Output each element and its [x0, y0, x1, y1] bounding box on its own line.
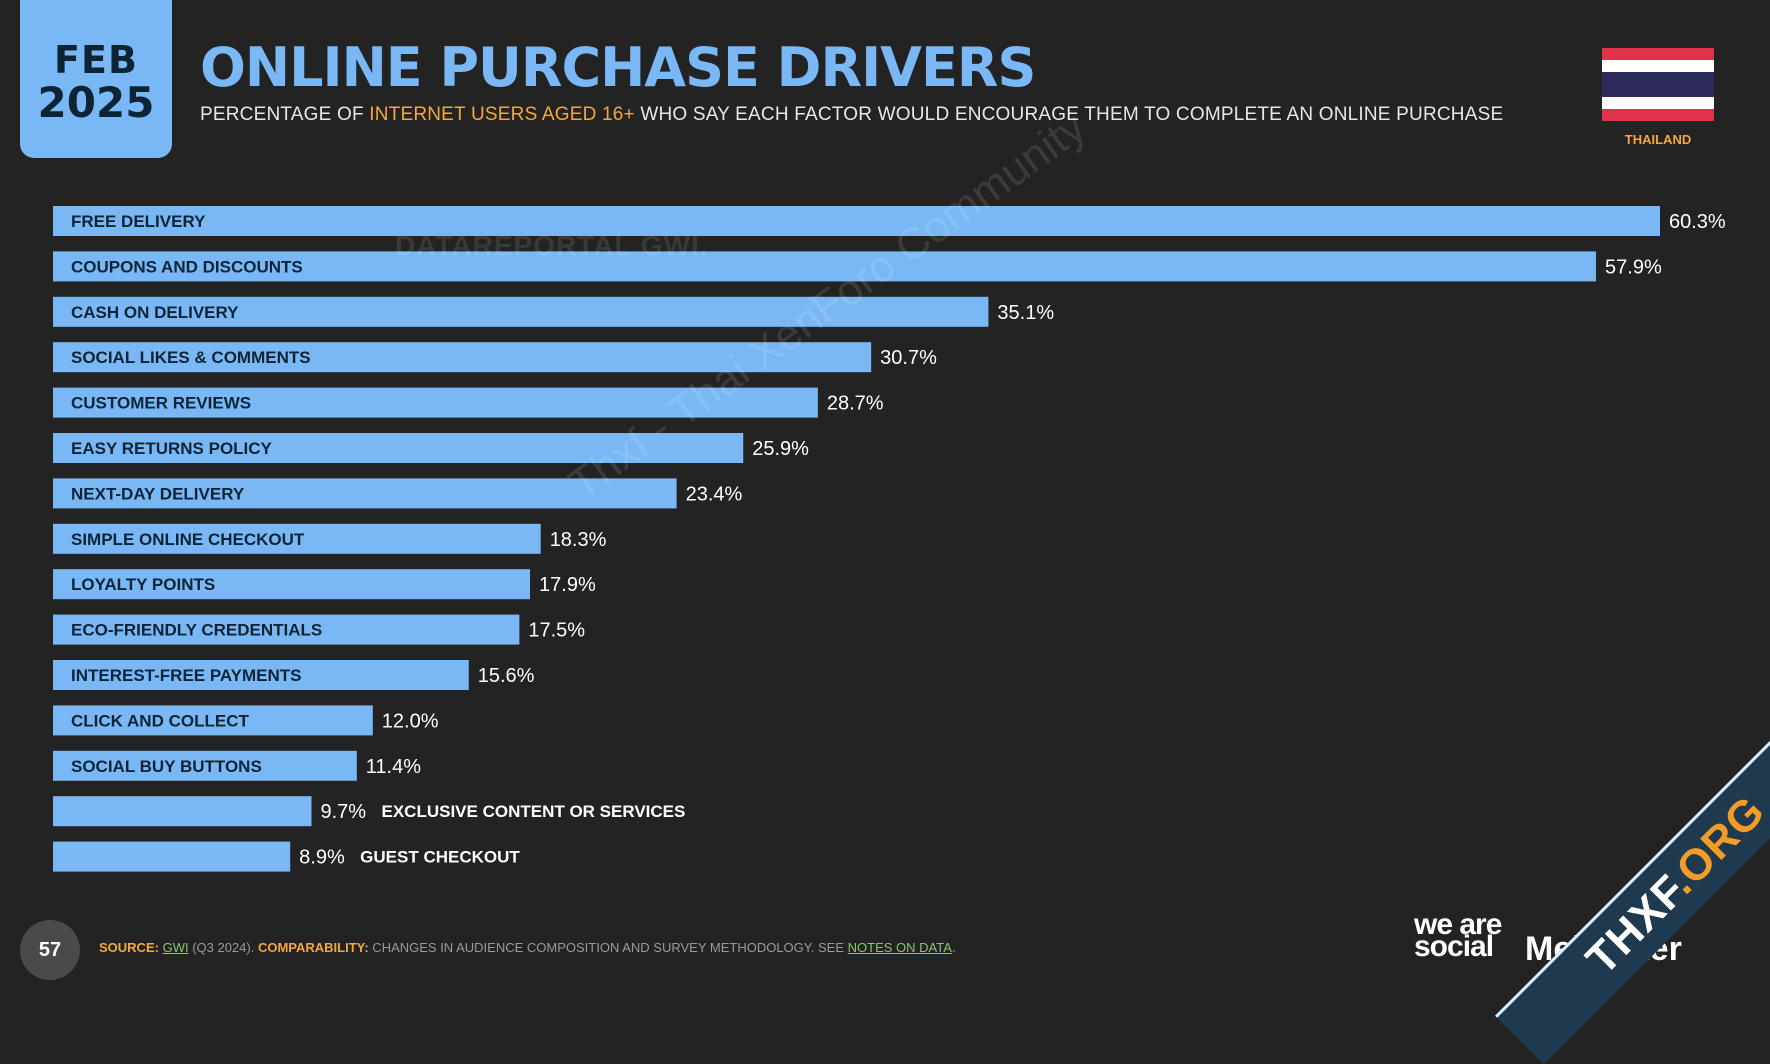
- thailand-flag-icon: [1602, 48, 1714, 122]
- bar-row: EASY RETURNS POLICY 25.9%: [53, 433, 809, 463]
- bar: [53, 296, 989, 327]
- value-label: 17.5%: [528, 620, 585, 642]
- notes-on-data-link[interactable]: NOTES ON DATA: [847, 940, 952, 955]
- country-label: THAILAND: [1624, 132, 1692, 147]
- bar-row: EXCLUSIVE CONTENT OR SERVICES 9.7%: [53, 796, 686, 827]
- bar: [53, 841, 291, 872]
- we-are-social-logo: we are social: [1414, 908, 1502, 963]
- source-note: SOURCE: GWI (Q3 2024). COMPARABILITY: CH…: [99, 940, 956, 955]
- bar-row: SIMPLE ONLINE CHECKOUT 18.3%: [53, 523, 607, 554]
- bar-row: SOCIAL BUY BUTTONS 11.4%: [53, 750, 421, 781]
- bar: [53, 387, 818, 418]
- category-label: CASH ON DELIVERY: [71, 303, 239, 322]
- bar: [53, 614, 520, 645]
- category-label: LOYALTY POINTS: [71, 575, 215, 594]
- bar: [53, 251, 1597, 282]
- bar: [53, 433, 744, 463]
- value-label: 28.7%: [827, 393, 884, 415]
- bar: [53, 523, 541, 554]
- bar-row: CLICK AND COLLECT 12.0%: [53, 705, 439, 736]
- date-badge: FEB 2025: [20, 0, 172, 158]
- category-label: GUEST CHECKOUT: [360, 848, 520, 867]
- bar-row: COUPONS AND DISCOUNTS 57.9%: [53, 251, 1662, 282]
- bar-row: NEXT-DAY DELIVERY 23.4%: [53, 478, 743, 509]
- category-label: INTEREST-FREE PAYMENTS: [71, 666, 301, 685]
- value-label: 15.6%: [478, 665, 535, 687]
- bar-row: CASH ON DELIVERY 35.1%: [53, 296, 1054, 327]
- value-label: 25.9%: [752, 438, 809, 460]
- category-label: CUSTOMER REVIEWS: [71, 394, 251, 413]
- source-date: (Q3 2024).: [188, 940, 258, 955]
- category-label: ECO-FRIENDLY CREDENTIALS: [71, 621, 322, 640]
- bar-row: LOYALTY POINTS 17.9%: [53, 569, 596, 600]
- value-label: 18.3%: [550, 529, 607, 551]
- value-label: 12.0%: [382, 710, 439, 732]
- value-label: 30.7%: [880, 347, 937, 369]
- category-label: COUPONS AND DISCOUNTS: [71, 257, 303, 276]
- value-label: 35.1%: [997, 302, 1054, 324]
- category-label: CLICK AND COLLECT: [71, 711, 249, 730]
- page-title: ONLINE PURCHASE DRIVERS: [200, 36, 1036, 99]
- subtitle-highlight: INTERNET USERS AGED 16+: [369, 104, 635, 125]
- subtitle-suffix: WHO SAY EACH FACTOR WOULD ENCOURAGE THEM…: [634, 104, 1504, 125]
- bar-row: FREE DELIVERY 60.3%: [53, 206, 1726, 236]
- bar-row: ECO-FRIENDLY CREDENTIALS 17.5%: [53, 614, 585, 645]
- bar: [53, 750, 357, 781]
- category-label: SOCIAL LIKES & COMMENTS: [71, 348, 311, 367]
- category-label: EASY RETURNS POLICY: [71, 439, 273, 458]
- date-year: 2025: [37, 78, 155, 127]
- bar: [53, 478, 677, 509]
- value-label: 17.9%: [539, 574, 596, 596]
- value-label: 11.4%: [366, 756, 421, 778]
- value-label: 57.9%: [1605, 256, 1662, 278]
- gwi-watermark: DATAREPORTAL GWI.: [395, 230, 709, 261]
- source-label: SOURCE:: [99, 940, 159, 955]
- category-label: SOCIAL BUY BUTTONS: [71, 757, 262, 776]
- bar: [53, 705, 373, 736]
- category-label: SIMPLE ONLINE CHECKOUT: [71, 530, 305, 549]
- bar-row: SOCIAL LIKES & COMMENTS 30.7%: [53, 342, 937, 373]
- value-label: 8.9%: [299, 847, 345, 869]
- bar: [53, 342, 872, 373]
- bar-chart: FREE DELIVERY 60.3% COUPONS AND DISCOUNTS 5…: [53, 206, 1726, 872]
- bar-row: CUSTOMER REVIEWS 28.7%: [53, 387, 884, 418]
- subtitle: PERCENTAGE OF INTERNET USERS AGED 16+ WH…: [200, 104, 1503, 126]
- category-label: NEXT-DAY DELIVERY: [71, 484, 245, 503]
- footer-period: .: [951, 940, 956, 955]
- date-month: FEB: [54, 38, 138, 82]
- bar-row: INTEREST-FREE PAYMENTS 15.6%: [53, 660, 535, 690]
- comparability-text: CHANGES IN AUDIENCE COMPOSITION AND SURV…: [368, 940, 848, 955]
- source-gwi-link[interactable]: GWI: [162, 940, 189, 955]
- bar: [53, 206, 1660, 236]
- bar-row: GUEST CHECKOUT 8.9%: [53, 841, 520, 872]
- value-label: 60.3%: [1669, 211, 1726, 233]
- comparability-label: COMPARABILITY:: [257, 940, 369, 955]
- value-label: 23.4%: [686, 483, 743, 505]
- bar: [53, 569, 531, 600]
- bar: [53, 796, 312, 827]
- page-number: 57: [20, 920, 80, 980]
- value-label: 9.7%: [321, 801, 367, 823]
- category-label: FREE DELIVERY: [71, 212, 206, 231]
- bar: [53, 660, 469, 690]
- subtitle-prefix: PERCENTAGE OF: [200, 104, 370, 125]
- category-label: EXCLUSIVE CONTENT OR SERVICES: [382, 802, 686, 821]
